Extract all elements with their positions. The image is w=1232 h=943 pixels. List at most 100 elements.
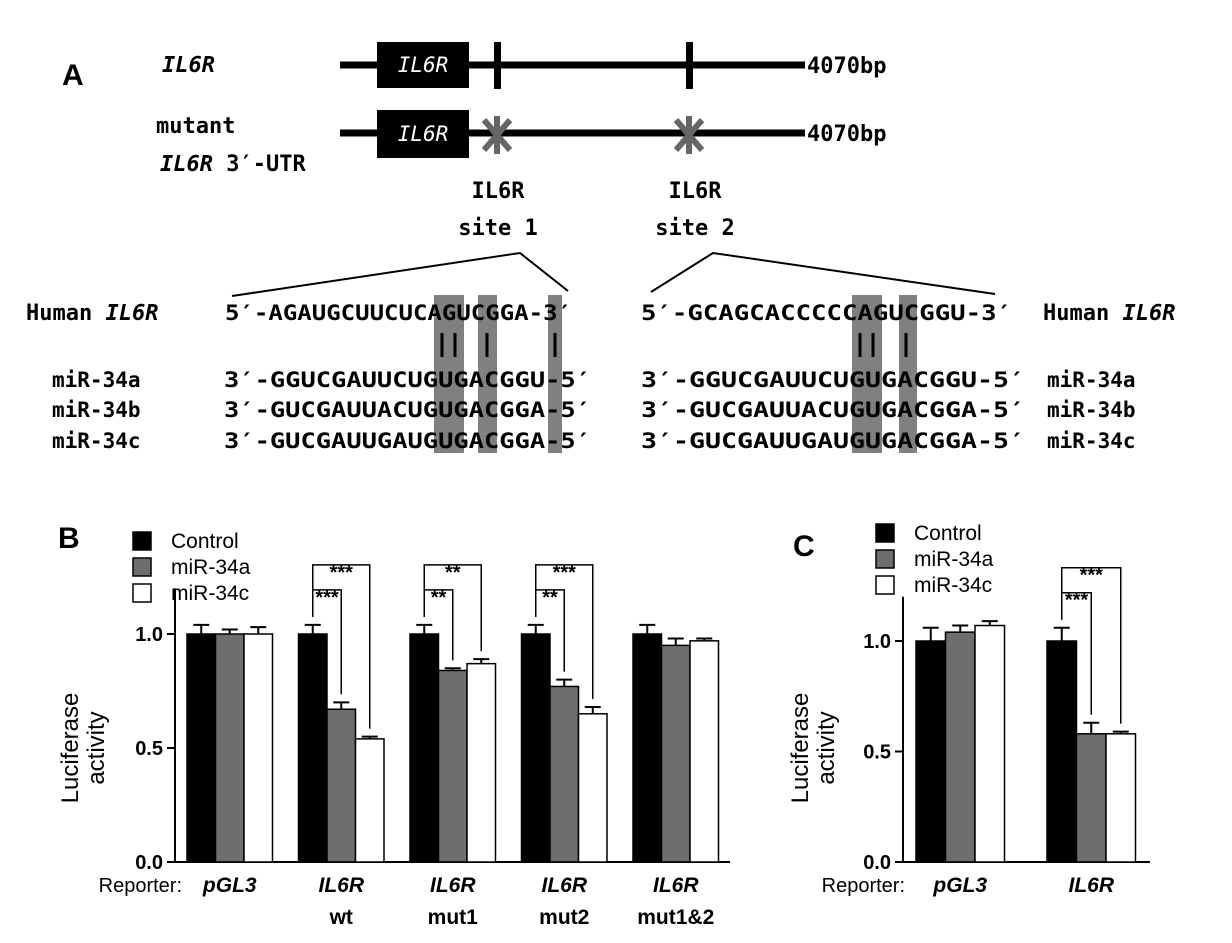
left-mir-name: miR-34a — [52, 368, 141, 392]
left-mir-name: miR-34b — [52, 398, 141, 422]
right-target-species-label: Human IL6R — [1043, 301, 1175, 326]
y-tick-label: 0.5 — [135, 738, 163, 760]
legend-label: Control — [171, 530, 239, 553]
y-axis-label: activity — [83, 711, 110, 784]
category-label: IL6R — [1068, 874, 1114, 897]
construct-mut-box — [377, 110, 469, 158]
bar-control — [632, 633, 663, 863]
category-label: IL6R — [541, 874, 587, 897]
right-mir-seq: 3′-GUCGAUUGAUGUGACGGA-5′ — [641, 429, 1025, 453]
bar-control — [409, 633, 440, 863]
bar-control — [915, 640, 947, 863]
legend-swatch — [132, 531, 152, 551]
significance-label: *** — [315, 587, 339, 609]
bar-control — [297, 633, 328, 863]
significance-label: *** — [553, 562, 577, 584]
construct-wt-box — [377, 42, 469, 88]
y-axis-label: Luciferase — [57, 693, 84, 804]
left-target-species-label: Human IL6R — [26, 301, 158, 326]
construct-mut-name-line2: IL6R 3′-UTR — [160, 152, 306, 177]
legend-label: Control — [914, 522, 982, 545]
bar-mir-34a — [944, 631, 976, 863]
right-mir-seq: 3′-GGUCGAUUCUGUGACGGU-5′ — [641, 368, 1025, 392]
right-mir-rows: 3′-GGUCGAUUCUGUGACGGU-5′ miR-34a 3′-GUCGAU… — [641, 368, 1136, 453]
legend-label: miR-34a — [914, 548, 994, 571]
panel-a: A IL6R IL6R 4070bp mutant IL6R 3′-UTR IL… — [26, 42, 1175, 453]
site2-label-line1: IL6R — [669, 179, 723, 204]
bar-mir-34a — [1075, 733, 1107, 863]
reporter-label: Reporter: — [99, 875, 182, 897]
construct-wt-length: 4070bp — [807, 54, 886, 79]
chart-c: 0.0 0.5 1.0 Luciferase activity pGL3 IL6R Repor… — [787, 522, 1150, 897]
bar-control — [186, 633, 217, 863]
y-tick-label: 0.5 — [863, 742, 891, 764]
y-axis-label: activity — [813, 711, 840, 784]
significance-bracket — [1061, 566, 1122, 724]
y-tick-label: 1.0 — [863, 631, 891, 653]
construct-mut-name-line1: mutant — [156, 114, 235, 139]
bar-mir-34a — [549, 685, 580, 863]
right-target-seq: 5′-GCAGCACCCCCAGUCGGU-3′ — [641, 301, 1012, 325]
construct-mut-gene: IL6R — [160, 152, 213, 177]
panel-b-label: B — [58, 522, 80, 555]
left-seed-highlight-3 — [548, 295, 562, 453]
site2-zoom-lines — [650, 251, 996, 295]
left-mir-seq: 3′-GUCGAUUGAUGUGACGGA-5′ — [224, 429, 591, 453]
significance-label: *** — [1065, 590, 1089, 612]
category-label: IL6R — [653, 874, 699, 897]
category-label: IL6R — [318, 874, 364, 897]
panel-a-label: A — [62, 59, 84, 92]
legend-swatch — [875, 523, 895, 543]
category-sublabel: mut2 — [539, 906, 589, 929]
left-pairing-bars — [440, 333, 557, 357]
construct-mut-box-label: IL6R — [398, 122, 449, 146]
site2-label-line2: site 2 — [655, 216, 734, 241]
left-target-gene: IL6R — [105, 301, 158, 326]
legend-label: miR-34c — [171, 582, 249, 605]
right-seed-highlight-1 — [852, 295, 882, 453]
bar-mir-34c — [354, 738, 385, 863]
category-label: IL6R — [430, 874, 476, 897]
y-axis-label: Luciferase — [787, 693, 814, 804]
left-seed-highlight-1 — [434, 295, 464, 453]
bar-control — [1046, 640, 1078, 863]
legend-swatch — [875, 549, 895, 569]
left-seed-highlight-2 — [478, 295, 497, 453]
bar-mir-34a — [326, 708, 357, 863]
bar-mir-34c — [466, 662, 497, 863]
bar-mir-34a — [437, 669, 468, 863]
construct-wt-name: IL6R — [162, 53, 215, 78]
significance-label: ** — [445, 562, 461, 584]
y-tick-label: 0.0 — [135, 852, 163, 874]
bar-mir-34c — [243, 633, 274, 863]
legend-swatch — [132, 583, 152, 603]
category-sublabel: mut1&2 — [637, 906, 714, 929]
reporter-label: Reporter: — [822, 875, 905, 897]
category-label: pGL3 — [932, 874, 987, 897]
y-tick-label: 1.0 — [135, 624, 163, 646]
site1-label-line2: site 1 — [458, 216, 537, 241]
right-target-species: Human — [1043, 301, 1122, 326]
site1-mutation-cross-icon — [481, 116, 513, 154]
legend-swatch — [875, 575, 895, 595]
significance-bracket — [312, 564, 371, 729]
right-mir-name: miR-34b — [1047, 398, 1136, 422]
left-target-species: Human — [26, 301, 105, 326]
category-label: pGL3 — [202, 874, 257, 897]
right-pairing-bars — [858, 333, 908, 357]
construct-mut-length: 4070bp — [807, 122, 886, 147]
right-mir-name: miR-34c — [1047, 429, 1136, 453]
site1-label-line1: IL6R — [472, 179, 526, 204]
site1-marker — [494, 42, 501, 89]
category-sublabel: wt — [329, 906, 353, 929]
significance-label: ** — [431, 587, 447, 609]
y-tick-label: 0.0 — [863, 852, 891, 874]
site2-mutation-cross-icon — [673, 116, 705, 154]
legend-label: miR-34a — [171, 556, 251, 579]
left-mir-rows: miR-34a 3′-GGUCGAUUCUGUGACGGU-5′ miR-34b 3′… — [52, 368, 591, 453]
panel-b: B 0.0 0.5 1.0 Luciferase activity pGL3 IL6R wt I… — [57, 522, 730, 929]
significance-bracket — [423, 564, 482, 652]
bar-control — [520, 633, 551, 863]
